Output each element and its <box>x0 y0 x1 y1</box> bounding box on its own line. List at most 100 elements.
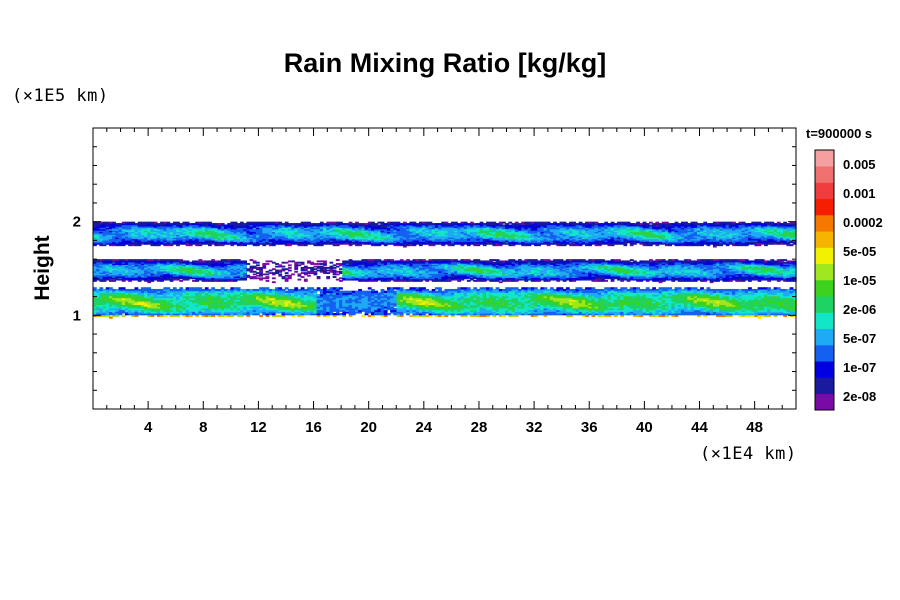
contour-cell <box>230 260 235 263</box>
contour-cell <box>668 230 672 233</box>
contour-cell <box>147 242 152 245</box>
contour-cell <box>93 225 97 228</box>
contour-cell <box>540 225 545 228</box>
contour-cell <box>246 263 251 265</box>
contour-cell <box>224 269 228 272</box>
contour-cell <box>444 235 449 238</box>
contour-cell <box>492 228 497 231</box>
contour-cell <box>243 231 247 234</box>
contour-cell <box>278 235 283 238</box>
contour-cell <box>524 238 529 241</box>
contour-cell <box>316 224 321 227</box>
contour-cell <box>140 276 145 278</box>
contour-cell <box>201 230 206 233</box>
contour-cell <box>613 223 618 226</box>
contour-cell <box>569 232 573 235</box>
contour-cell <box>358 232 363 235</box>
contour-cell <box>687 242 692 245</box>
contour-cell <box>160 273 164 276</box>
contour-cell <box>415 242 420 245</box>
contour-cell <box>108 273 113 276</box>
contour-cell <box>463 239 468 242</box>
contour-cell <box>294 237 299 240</box>
contour-cell <box>431 223 436 226</box>
contour-cell <box>447 224 452 227</box>
contour-cell <box>342 278 347 281</box>
contour-cell <box>121 244 126 247</box>
contour-cell <box>275 263 279 265</box>
contour-cell <box>217 235 222 238</box>
contour-cell <box>278 270 283 273</box>
contour-cell <box>179 272 184 275</box>
contour-cell <box>364 231 369 234</box>
contour-cell <box>345 272 350 275</box>
contour-cell <box>166 266 171 269</box>
contour-cell <box>192 232 196 235</box>
contour-cell <box>246 268 251 271</box>
contour-cell <box>252 265 257 268</box>
contour-cell <box>693 225 698 228</box>
contour-cell <box>658 241 663 244</box>
contour-cell <box>712 223 717 226</box>
contour-cell <box>738 242 743 245</box>
contour-cell <box>789 239 794 242</box>
contour-cell <box>559 231 564 234</box>
contour-cell <box>147 234 152 237</box>
contour-cell <box>208 265 212 268</box>
contour-cell <box>217 230 222 233</box>
contour-cell <box>511 225 516 228</box>
contour-cell <box>377 263 382 265</box>
contour-cell <box>594 237 599 240</box>
contour-cell <box>166 272 171 275</box>
contour-cell <box>332 244 337 247</box>
contour-cell <box>489 223 494 226</box>
contour-cell <box>208 238 212 241</box>
contour-cell <box>93 238 97 241</box>
contour-cell <box>626 223 631 226</box>
contour-cell <box>112 261 116 264</box>
contour-cell <box>431 239 436 242</box>
contour-cell <box>738 234 743 237</box>
contour-cell <box>176 239 180 242</box>
contour-cell <box>335 242 340 245</box>
contour-cell <box>770 241 775 244</box>
contour-cell <box>217 237 222 240</box>
contour-cell <box>105 234 110 237</box>
contour-cell <box>553 239 557 242</box>
contour-cell <box>642 230 647 233</box>
contour-cell <box>418 274 423 277</box>
contour-cell <box>406 263 410 265</box>
contour-cell <box>620 227 625 230</box>
contour-cell <box>671 234 676 237</box>
contour-cell <box>380 221 385 224</box>
contour-cell <box>553 237 557 240</box>
contour-cell <box>703 234 708 237</box>
contour-cell <box>610 227 615 230</box>
contour-cell <box>377 224 382 227</box>
contour-cell <box>281 265 286 268</box>
contour-cell <box>112 232 116 235</box>
contour-cell <box>185 260 190 263</box>
contour-cell <box>185 270 190 273</box>
contour-cell <box>195 242 200 245</box>
contour-cell <box>326 232 331 235</box>
contour-cell <box>345 231 350 234</box>
contour-cell <box>179 230 184 233</box>
contour-cell <box>623 231 628 234</box>
contour-cell <box>792 235 797 238</box>
contour-cell <box>182 238 187 241</box>
contour-cell <box>776 234 781 237</box>
contour-cell <box>380 268 385 271</box>
contour-cell <box>610 235 615 238</box>
contour-cell <box>179 264 184 267</box>
contour-cell <box>744 235 749 238</box>
contour-cell <box>144 231 148 234</box>
contour-cell <box>792 221 797 224</box>
contour-cell <box>294 265 299 268</box>
contour-cell <box>307 261 311 264</box>
contour-cell <box>153 230 158 233</box>
contour-cell <box>712 224 717 227</box>
contour-cell <box>121 221 126 224</box>
contour-cell <box>396 221 401 224</box>
contour-cell <box>409 227 414 230</box>
